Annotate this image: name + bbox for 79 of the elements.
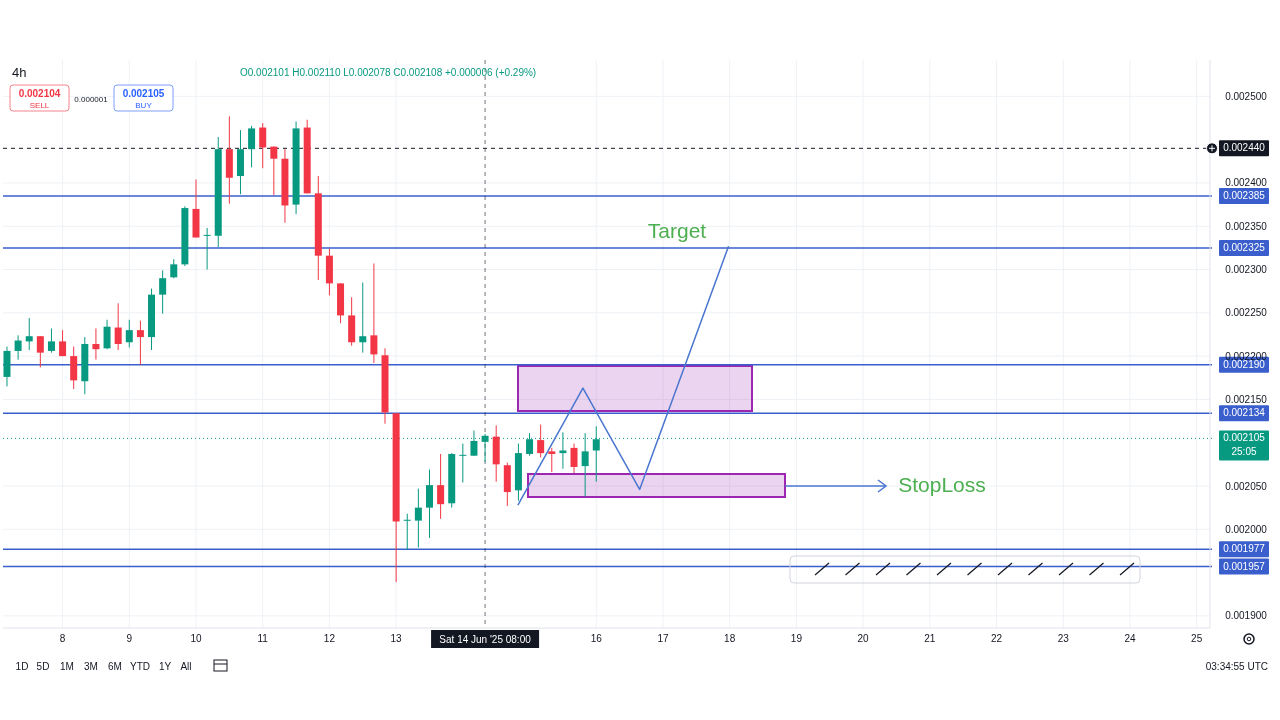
candlestick: [114, 302, 122, 351]
x-tick-label: 8: [59, 633, 66, 644]
candlestick: [459, 443, 467, 484]
candlestick: [537, 424, 545, 458]
annotation: 0.000001: [74, 95, 109, 104]
text: 1Y: [158, 661, 172, 672]
text: 6M: [108, 661, 122, 672]
candlestick: [570, 443, 578, 474]
candlestick: [259, 122, 267, 169]
x-tick-label: 22: [990, 633, 1003, 644]
candlestick: [36, 335, 44, 368]
text: 5D: [36, 661, 50, 672]
x-tick-label: 23: [1057, 633, 1070, 644]
candlestick: [136, 320, 144, 366]
candlestick: [370, 262, 378, 364]
annotation: Target: [647, 219, 707, 242]
candlestick: [403, 513, 411, 551]
y-tick-label: 0.002150: [1225, 393, 1268, 405]
chart-title: 4h: [12, 65, 27, 80]
ref-line-label: 0.002325: [1223, 241, 1266, 253]
ref-line-label: 0.001977: [1223, 543, 1266, 555]
x-tick-label: 12: [323, 633, 336, 644]
y-tick-label: 0.002050: [1225, 480, 1268, 492]
y-tick-label: 0.002500: [1225, 90, 1268, 102]
x-tick-label: 9: [126, 633, 133, 644]
ref-line-label: 0.002105 25:05: [1223, 432, 1266, 458]
annotation: BUY: [135, 101, 153, 110]
x-tick-label: 11: [257, 633, 269, 644]
ref-line-label: 0.002440: [1223, 142, 1266, 154]
annotation: StopLoss: [898, 473, 986, 496]
ref-line-label: 0.002385: [1223, 189, 1266, 201]
y-tick-label: 0.002300: [1225, 264, 1268, 276]
ref-line-label: Sat 14 Jun '25 08:00: [439, 634, 532, 645]
text: O0.002101 H0.002110 L0.002078 C0.002108 +0.000006 (+0.29%): [240, 67, 537, 78]
candlestick: [437, 453, 445, 520]
candlestick: [203, 227, 211, 271]
y-tick-label: 0.002000: [1225, 523, 1268, 535]
x-tick-label: 16: [590, 633, 603, 644]
y-tick-label: 0.002350: [1225, 220, 1268, 232]
candlestick: [159, 269, 167, 315]
candlestick: [270, 146, 278, 196]
text: 1D: [15, 661, 29, 672]
ref-line-label: 0.002134: [1223, 407, 1266, 419]
text: 3M: [84, 661, 98, 672]
x-tick-label: 21: [924, 633, 936, 644]
x-tick-label: 10: [190, 633, 202, 644]
y-tick-label: 0.002400: [1225, 177, 1268, 189]
candlestick: [25, 317, 33, 351]
candlestick: [548, 447, 556, 473]
ref-line-label: 0.001957: [1223, 560, 1266, 572]
x-tick-label: 17: [657, 633, 669, 644]
x-tick-label: 25: [1191, 633, 1203, 644]
candlestick: [103, 319, 111, 350]
x-tick-label: 19: [790, 633, 803, 644]
text: 03:34:55 UTC: [1205, 661, 1268, 672]
candlestick: [170, 258, 178, 279]
line-series: [517, 245, 730, 506]
y-tick-label: 0.002250: [1225, 307, 1268, 319]
candlestick: [414, 488, 422, 548]
candlestick: [59, 329, 67, 357]
x-tick-label: 20: [857, 633, 870, 644]
text: 1M: [60, 661, 74, 672]
annotation: 0.002104: [18, 88, 61, 99]
annotation: 0.002105: [122, 88, 165, 99]
candlestick: [359, 282, 367, 354]
candlestick: [248, 125, 256, 168]
x-tick-label: 24: [1124, 633, 1136, 644]
y-tick-label: 0.001900: [1225, 610, 1268, 622]
x-tick-label: 13: [390, 633, 403, 644]
candlestick: [425, 469, 433, 539]
candlestick: [92, 327, 100, 361]
x-tick-label: 18: [724, 633, 736, 644]
candlestick: [481, 433, 489, 463]
candlestick: [14, 334, 22, 361]
annotation: SELL: [29, 101, 50, 110]
candlestick: [47, 327, 55, 354]
text: All: [180, 661, 192, 672]
text: YTD: [130, 661, 150, 672]
candlestick: [125, 319, 133, 348]
